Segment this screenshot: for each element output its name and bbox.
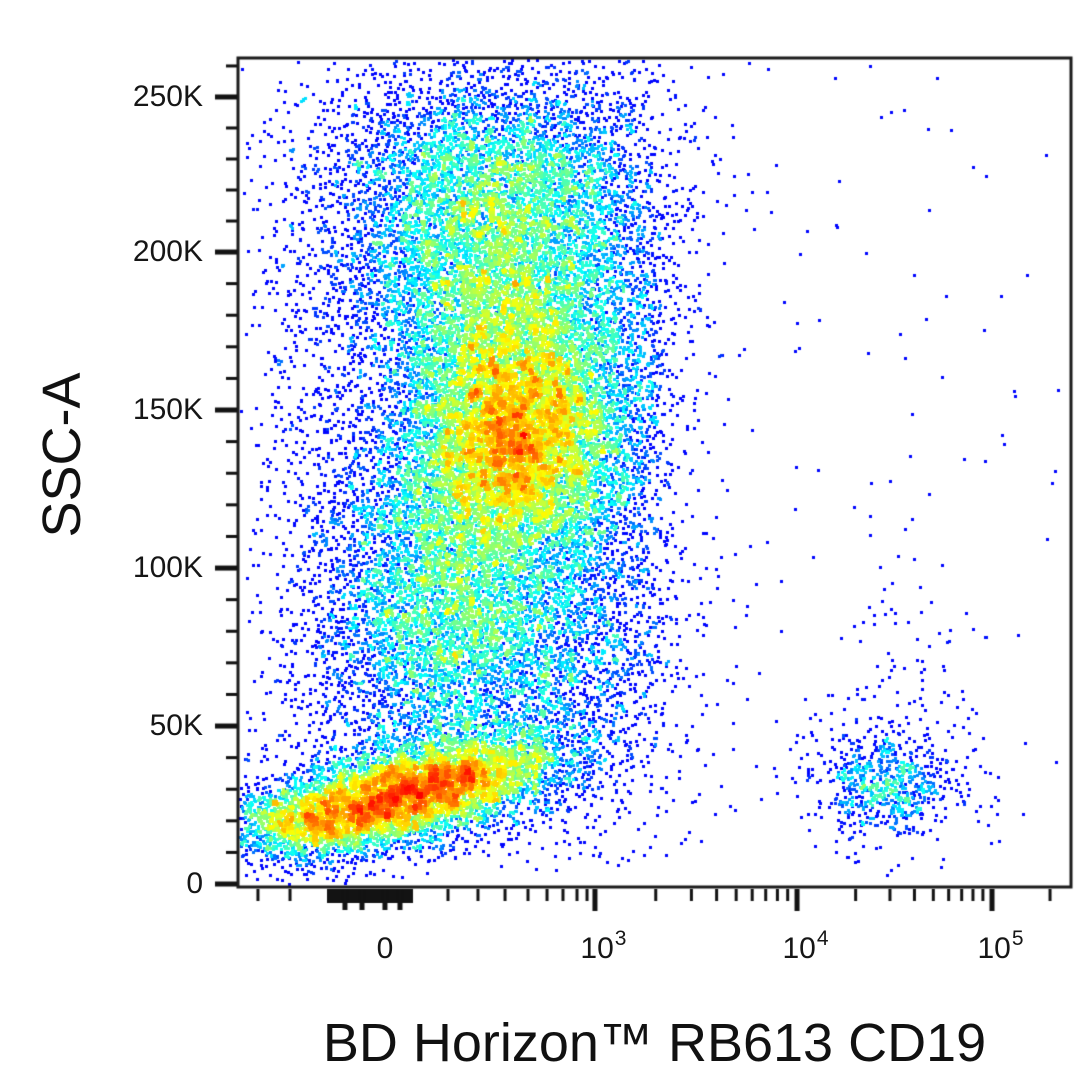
y-tick-label-50k: 50K	[149, 709, 203, 743]
x-tick-label-zero: 0	[376, 932, 394, 965]
x-tick-label-10e3: 103	[580, 927, 626, 969]
x-tick-exponent: 4	[816, 927, 829, 950]
x-tick-label-10e5: 105	[977, 927, 1023, 969]
x-tick-mantissa: 10	[977, 932, 1011, 965]
y-tick-label-100k: 100K	[132, 551, 203, 585]
y-tick-label-150k: 150K	[132, 393, 203, 426]
x-tick-label-10e4: 104	[782, 927, 829, 969]
x-axis-title: BD Horizon™ RB613 CD19	[322, 1013, 987, 1073]
x-tick-mantissa: 10	[580, 932, 614, 965]
y-tick-label-200k: 200K	[132, 235, 203, 269]
y-axis-label: SSC-A	[32, 372, 92, 538]
x-tick-exponent: 5	[1011, 927, 1024, 950]
y-tick-label-0: 0	[186, 867, 203, 900]
y-tick-label-250k: 250K	[132, 79, 203, 113]
x-tick-mantissa: 10	[782, 932, 816, 965]
x-tick-exponent: 3	[614, 927, 627, 950]
